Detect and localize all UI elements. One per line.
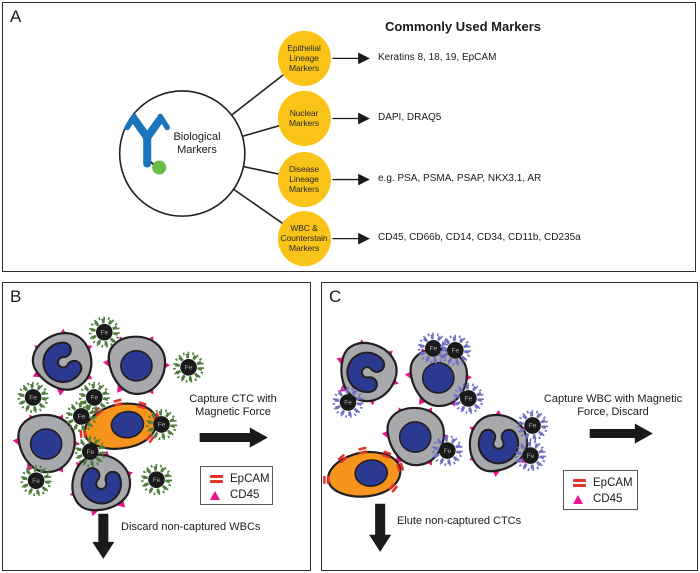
cd45-label: CD45 <box>230 489 260 501</box>
panel-a-title: Commonly Used Markers <box>384 19 542 34</box>
legend-box: EpCAM CD45 <box>563 470 638 510</box>
marker-arrows <box>332 52 370 245</box>
hub-circle <box>118 90 246 217</box>
capture-right-arrow <box>589 423 653 444</box>
discard-caption: Discard non-captured WBCs <box>121 521 261 533</box>
node-circle-nuclear <box>277 90 331 147</box>
antibody-icon <box>124 113 170 175</box>
capture-right-arrow <box>199 427 268 448</box>
legend-row-cd45: CD45 <box>573 491 637 507</box>
capture-caption-line2: Magnetic Force <box>195 406 271 418</box>
epcam-label: EpCAM <box>593 477 633 489</box>
hub-label: Biological Markers <box>173 130 221 156</box>
wbc-cell <box>103 334 170 396</box>
node-label-disease: Disease Lineage Markers <box>288 163 319 194</box>
panel-b-diagram <box>3 283 268 559</box>
antibody-tag-dot <box>152 160 167 175</box>
panel-a-label: A <box>10 7 22 26</box>
capture-caption-line1: Capture WBC with Magnetic <box>543 393 683 405</box>
legend-row-epcam: EpCAM <box>210 471 272 487</box>
panel-b: B Capture CTC with Magnetic Force <box>2 282 311 571</box>
panel-c-diagram <box>322 283 653 552</box>
markers-nuclear: DAPI, DRAQ5 <box>378 112 442 123</box>
node-circle-epithelial <box>277 30 331 86</box>
node-label-epithelial: Epithelial Lineage Markers <box>287 42 321 73</box>
cd45-symbol <box>210 490 226 500</box>
elute-down-arrow <box>369 503 392 552</box>
capture-caption-line2: Force, Discard <box>577 406 649 418</box>
wbc-cell <box>65 445 138 522</box>
panel-a-diagram <box>118 30 370 267</box>
legend-row-epcam: EpCAM <box>573 475 637 491</box>
node-label-wbc: WBC & Counterstain Markers <box>280 222 328 253</box>
cd45-label: CD45 <box>593 493 623 505</box>
wbc-cell <box>467 410 529 477</box>
lineage-node-circles <box>277 30 331 267</box>
node-label-nuclear: Nuclear Markers <box>289 107 319 128</box>
legend-row-cd45: CD45 <box>210 487 272 503</box>
markers-wbc: CD45, CD66b, CD14, CD34, CD11b, CD235a <box>378 232 581 243</box>
elute-caption: Elute non-captured CTCs <box>397 515 522 527</box>
panel-c: C Capture WBC with Magnetic Force, Disca… <box>321 282 698 571</box>
discard-down-arrow <box>92 513 115 559</box>
markers-disease: e.g. PSA, PSMA, PSAP, NKX3.1, AR <box>378 173 542 184</box>
epcam-label: EpCAM <box>230 473 270 485</box>
epcam-symbol <box>210 474 226 484</box>
capture-caption: Capture CTC with Magnetic Force <box>163 393 303 419</box>
markers-epithelial: Keratins 8, 18, 19, EpCAM <box>378 52 497 63</box>
cd45-symbol <box>573 494 589 504</box>
capture-caption-line1: Capture CTC with <box>189 393 277 405</box>
node-circle-disease <box>277 152 331 208</box>
panel-b-label: B <box>10 287 22 306</box>
panel-a: A Commonly Used Markers <box>2 2 696 272</box>
epcam-symbol <box>573 478 589 488</box>
legend-box: EpCAM CD45 <box>200 466 273 505</box>
node-circle-wbc <box>277 211 331 267</box>
panel-c-label: C <box>329 287 342 306</box>
capture-caption: Capture WBC with Magnetic Force, Discard <box>503 393 700 419</box>
